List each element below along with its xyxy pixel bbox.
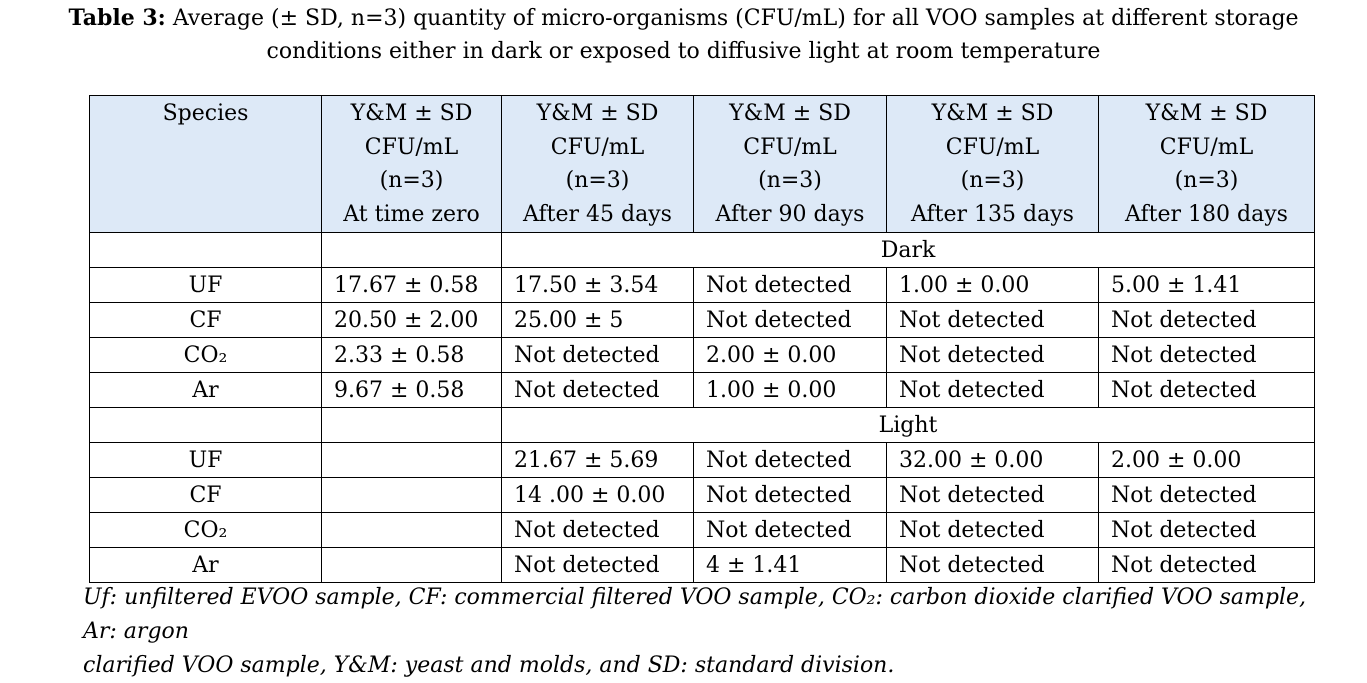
- value-cell: Not detected: [886, 477, 1099, 513]
- species-cell: CF: [89, 302, 322, 338]
- footnote-line-2: clarified VOO sample, Y&M: yeast and mol…: [83, 653, 895, 678]
- value-cell: [321, 512, 502, 548]
- value-cell: Not detected: [1098, 337, 1315, 373]
- value-cell: 1.00 ± 0.00: [886, 267, 1099, 303]
- table-row: CO₂ 2.33 ± 0.58 Not detected 2.00 ± 0.00…: [89, 337, 1315, 373]
- value-cell: Not detected: [501, 512, 694, 548]
- table-row: UF 17.67 ± 0.58 17.50 ± 3.54 Not detecte…: [89, 267, 1315, 303]
- species-cell: Ar: [89, 547, 322, 583]
- table-row: UF 21.67 ± 5.69 Not detected 32.00 ± 0.0…: [89, 442, 1315, 478]
- value-cell: 2.00 ± 0.00: [1098, 442, 1315, 478]
- value-cell: Not detected: [1098, 372, 1315, 408]
- table-row: Ar 9.67 ± 0.58 Not detected 1.00 ± 0.00 …: [89, 372, 1315, 408]
- value-cell: 9.67 ± 0.58: [321, 372, 502, 408]
- species-cell: UF: [89, 267, 322, 303]
- section-row-dark: Dark: [89, 232, 1315, 268]
- value-cell: Not detected: [886, 337, 1099, 373]
- value-cell: 21.67 ± 5.69: [501, 442, 694, 478]
- microorganism-table: Species Y&M ± SD CFU/mL (n=3) At time zero …: [89, 95, 1315, 583]
- value-cell: Not detected: [693, 267, 887, 303]
- value-cell: [321, 442, 502, 478]
- header-species: Species: [89, 95, 322, 233]
- value-cell: Not detected: [501, 337, 694, 373]
- value-cell: Not detected: [693, 512, 887, 548]
- section-title-dark: Dark: [501, 232, 1315, 268]
- value-cell: 1.00 ± 0.00: [693, 372, 887, 408]
- value-cell: 17.67 ± 0.58: [321, 267, 502, 303]
- value-cell: Not detected: [886, 372, 1099, 408]
- value-cell: 17.50 ± 3.54: [501, 267, 694, 303]
- value-cell: 2.00 ± 0.00: [693, 337, 887, 373]
- species-cell: CF: [89, 477, 322, 513]
- value-cell: 20.50 ± 2.00: [321, 302, 502, 338]
- table-footnote: Uf: unfiltered EVOO sample, CF: commerci…: [83, 581, 1333, 683]
- value-cell: Not detected: [886, 512, 1099, 548]
- species-cell: CO₂: [89, 512, 322, 548]
- value-cell: 14 .00 ± 0.00: [501, 477, 694, 513]
- value-cell: Not detected: [1098, 547, 1315, 583]
- header-time-zero: Y&M ± SD CFU/mL (n=3) At time zero: [321, 95, 502, 233]
- species-cell: CO₂: [89, 337, 322, 373]
- section-row-light: Light: [89, 407, 1315, 443]
- value-cell: 32.00 ± 0.00: [886, 442, 1099, 478]
- section-title-light: Light: [501, 407, 1315, 443]
- header-row: Species Y&M ± SD CFU/mL (n=3) At time zero …: [89, 95, 1315, 233]
- value-cell: [321, 547, 502, 583]
- table-row: CF 20.50 ± 2.00 25.00 ± 5 Not detected N…: [89, 302, 1315, 338]
- caption-line-2: conditions either in dark or exposed to …: [266, 39, 1101, 64]
- value-cell: Not detected: [886, 547, 1099, 583]
- value-cell: Not detected: [886, 302, 1099, 338]
- value-cell: Not detected: [693, 442, 887, 478]
- table-caption: Table 3: Average (± SD, n=3) quantity of…: [0, 2, 1367, 68]
- value-cell: Not detected: [693, 477, 887, 513]
- species-cell: UF: [89, 442, 322, 478]
- value-cell: 4 ± 1.41: [693, 547, 887, 583]
- value-cell: Not detected: [1098, 477, 1315, 513]
- value-cell: 2.33 ± 0.58: [321, 337, 502, 373]
- header-45-days: Y&M ± SD CFU/mL (n=3) After 45 days: [501, 95, 694, 233]
- footnote-line-1: Uf: unfiltered EVOO sample, CF: commerci…: [83, 585, 1307, 644]
- header-180-days: Y&M ± SD CFU/mL (n=3) After 180 days: [1098, 95, 1315, 233]
- value-cell: Not detected: [1098, 512, 1315, 548]
- value-cell: Not detected: [693, 302, 887, 338]
- species-cell: Ar: [89, 372, 322, 408]
- value-cell: [321, 477, 502, 513]
- caption-label: Table 3:: [68, 5, 166, 31]
- caption-line-1: Table 3: Average (± SD, n=3) quantity of…: [0, 2, 1367, 35]
- value-cell: Not detected: [501, 372, 694, 408]
- header-90-days: Y&M ± SD CFU/mL (n=3) After 90 days: [693, 95, 887, 233]
- value-cell: Not detected: [1098, 302, 1315, 338]
- value-cell: Not detected: [501, 547, 694, 583]
- value-cell: 5.00 ± 1.41: [1098, 267, 1315, 303]
- caption-text-1: Average (± SD, n=3) quantity of micro-or…: [172, 6, 1299, 31]
- table-row: Ar Not detected 4 ± 1.41 Not detected No…: [89, 547, 1315, 583]
- value-cell: 25.00 ± 5: [501, 302, 694, 338]
- header-135-days: Y&M ± SD CFU/mL (n=3) After 135 days: [886, 95, 1099, 233]
- table-row: CF 14 .00 ± 0.00 Not detected Not detect…: [89, 477, 1315, 513]
- table-row: CO₂ Not detected Not detected Not detect…: [89, 512, 1315, 548]
